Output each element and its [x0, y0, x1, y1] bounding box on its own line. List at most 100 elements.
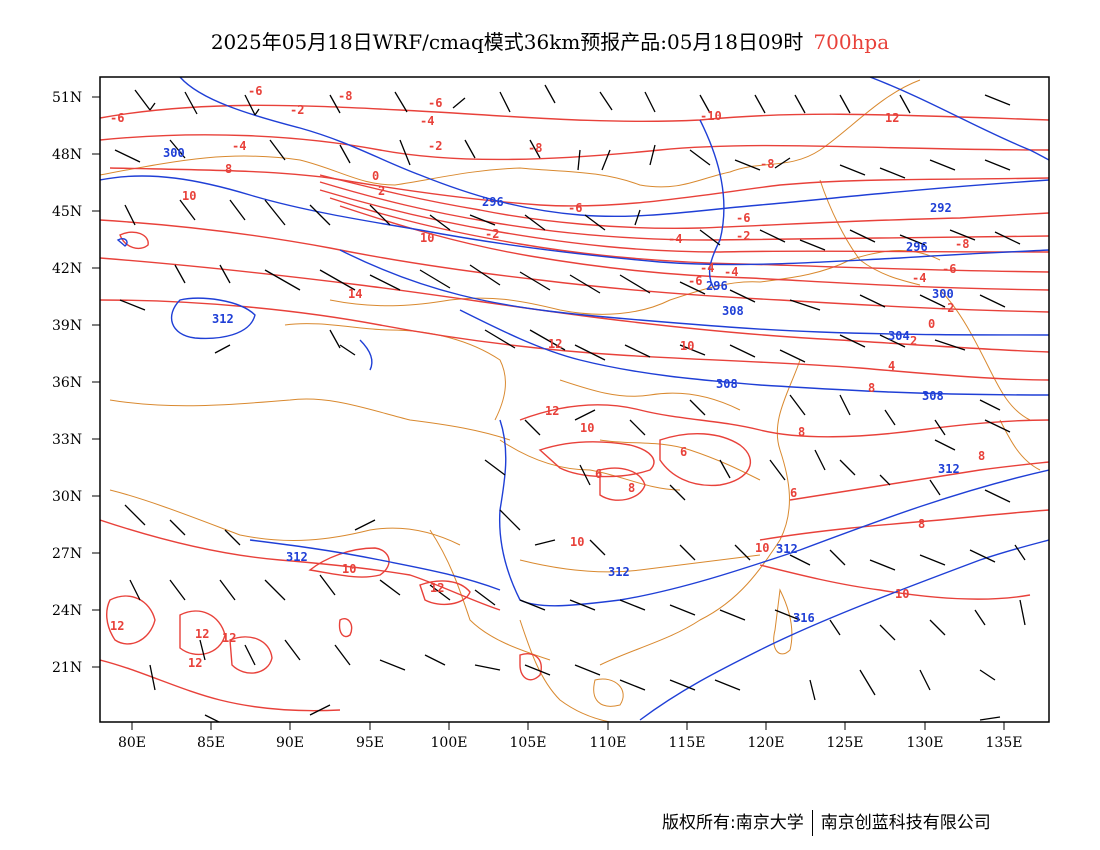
temperature-contour-label: 8 [628, 481, 635, 495]
longitude-axis [131, 722, 1005, 730]
lon-tick-label: 115E [669, 735, 706, 751]
temperature-contour-label: 10 [895, 587, 909, 601]
plot-background [100, 77, 1049, 722]
temperature-contour-label: 10 [580, 421, 594, 435]
height-contour-label: 312 [212, 312, 234, 326]
temperature-contour-label: -6 [942, 262, 956, 276]
temperature-contour-label: -8 [338, 89, 352, 103]
height-label-layer: 300 296 296 292 296 300 304 308 312 312 … [163, 146, 960, 625]
temperature-contour-label: -6 [428, 96, 442, 110]
temperature-contour-label: -4 [912, 271, 926, 285]
temperature-contour-label: -6 [688, 274, 702, 288]
temperature-contour-label: 8 [918, 517, 925, 531]
temperature-contour-label: 12 [430, 581, 444, 595]
temperature-contour-label: 10 [680, 339, 694, 353]
temperature-contour-label: -4 [420, 114, 434, 128]
temperature-contour-label: 10 [420, 231, 434, 245]
height-contour-label: 304 [888, 329, 910, 343]
map-title: 2025年05月18日WRF/cmaq模式36km预报产品:05月18日09时 7… [0, 26, 1100, 55]
footer-divider [811, 810, 813, 836]
temperature-contour-label: -10 [700, 109, 722, 123]
border-himalaya [109, 489, 461, 546]
border-south [519, 554, 761, 573]
temperature-contour-label: 2 [910, 334, 917, 348]
temperature-contour-label: 10 [755, 541, 769, 555]
temperature-contour-label: -4 [700, 261, 714, 275]
temperature-contour-label: -2 [940, 301, 954, 315]
temperature-contour-label: -2 [290, 103, 304, 117]
height-contour-label: 292 [930, 201, 952, 215]
temperature-contour-label: -2 [428, 139, 442, 153]
temperature-contour-label: -2 [736, 229, 750, 243]
temperature-contour-label: -6 [110, 111, 124, 125]
lat-tick-label: 42N [52, 261, 82, 277]
lat-tick-label: 45N [52, 204, 82, 220]
lat-tick-label: 27N [52, 546, 82, 562]
temperature-contour-label: 10 [342, 562, 356, 576]
temperature-contour-label: 6 [790, 486, 797, 500]
temperature-contour-label: -8 [760, 157, 774, 171]
temperature-contour-label: -4 [668, 232, 682, 246]
height-contour-label: 316 [793, 611, 815, 625]
lon-tick-label: 120E [748, 735, 785, 751]
temperature-contour-label: 0 [928, 317, 935, 331]
lon-tick-label: 125E [827, 735, 864, 751]
border-central [559, 379, 741, 411]
lon-tick-label: 130E [907, 735, 944, 751]
height-contour-label: 308 [922, 389, 944, 403]
border-yunnan [429, 529, 551, 661]
height-contour-label: 312 [286, 550, 308, 564]
temperature-contour-label: 10 [182, 189, 196, 203]
border-tibet [109, 398, 511, 441]
temperature-contour-label: 10 [570, 535, 584, 549]
height-contour-label: 296 [706, 279, 728, 293]
temperature-contour-label: 8 [868, 381, 875, 395]
temperature-contour-label: 12 [222, 631, 236, 645]
lon-tick-label: 80E [118, 735, 146, 751]
temperature-contour-label: 8 [978, 449, 985, 463]
height-contour-label: 296 [906, 240, 928, 254]
latitude-tick-labels: 51N 48N 45N 42N 39N 36N 33N 30N 27N 24N … [52, 90, 82, 676]
height-contour-label: 300 [932, 287, 954, 301]
temperature-contour-label: 12 [188, 656, 202, 670]
height-contour-label: 312 [608, 565, 630, 579]
temperature-contour-label: -8 [955, 237, 969, 251]
temperature-contours [100, 104, 1049, 712]
temperature-contour-label: -6 [568, 201, 582, 215]
lat-tick-label: 51N [52, 90, 82, 106]
lat-tick-label: 33N [52, 432, 82, 448]
temperature-contour-label: 12 [110, 619, 124, 633]
wind-barbs [114, 84, 1026, 722]
height-contour-label: 308 [716, 377, 738, 391]
temperature-contour-label: 12 [195, 627, 209, 641]
lon-tick-label: 110E [590, 735, 627, 751]
lon-tick-label: 105E [510, 735, 547, 751]
border-japan [999, 419, 1041, 471]
temperature-contour-label: -6 [736, 211, 750, 225]
border-coast [599, 359, 801, 666]
lon-tick-label: 100E [431, 735, 468, 751]
temperature-contour-label: 4 [888, 359, 895, 373]
lat-tick-label: 39N [52, 318, 82, 334]
border-taiwan [773, 588, 793, 655]
temperature-contour-label: 2 [378, 184, 385, 198]
temperature-contour-label: 12 [548, 337, 562, 351]
temperature-contour-label: 8 [798, 425, 805, 439]
lat-tick-label: 30N [52, 489, 82, 505]
lon-tick-label: 90E [276, 735, 304, 751]
temperature-contour-label: 0 [372, 169, 379, 183]
height-contour-label: 296 [482, 195, 504, 209]
height-contour-label: 308 [722, 304, 744, 318]
temperature-contour-label: 14 [348, 287, 362, 301]
border-north-mongolia [100, 79, 921, 188]
borders-layer [100, 79, 1041, 722]
lat-tick-label: 36N [52, 375, 82, 391]
height-contour-label: 312 [776, 542, 798, 556]
lat-tick-label: 21N [52, 660, 82, 676]
copyright-company: 南京创蓝科技有限公司 [820, 813, 991, 833]
temperature-contour-label: 8 [225, 162, 232, 176]
temperature-contour-label: -8 [528, 141, 542, 155]
lon-tick-label: 135E [986, 735, 1023, 751]
temperature-contour-label: -4 [232, 139, 246, 153]
